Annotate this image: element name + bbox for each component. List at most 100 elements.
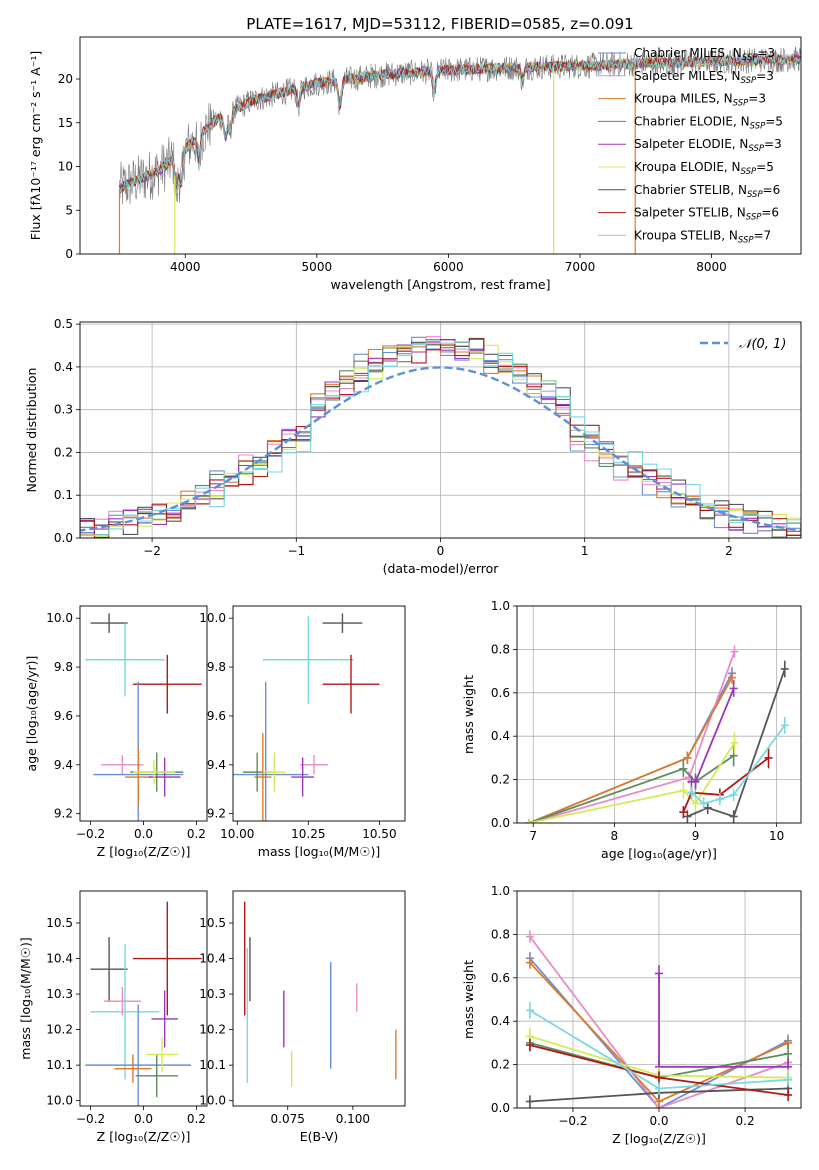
x-tick-label: −2 xyxy=(143,544,161,558)
x-tick-label: 10 xyxy=(769,829,784,843)
y-tick-label: 9.8 xyxy=(207,660,226,674)
y-tick-label: 0.2 xyxy=(491,1058,510,1072)
plot-area-age_vs_mass xyxy=(233,613,380,821)
legend-subscript: SSP xyxy=(741,167,757,177)
series-line xyxy=(691,688,735,783)
legend-nssp: =6 xyxy=(763,183,781,197)
x-tick-label: 4000 xyxy=(170,260,201,274)
legend-label: 𝒩(0, 1) xyxy=(739,337,786,352)
legend-label: Chabrier STELIB, NSSP=6 xyxy=(634,183,780,200)
plot-age_vs_mass: 10.00 10.25 10.50 9.2 9.4 9.6 9.8 10.0 mass [log… xyxy=(199,605,406,859)
y-axis-label: mass weight xyxy=(461,960,476,1039)
legend-nssp: =5 xyxy=(756,160,774,174)
legend-nssp: =6 xyxy=(761,206,779,220)
plot-area-spectrum xyxy=(118,46,801,254)
series-line xyxy=(528,754,735,823)
x-tick-label: 0.100 xyxy=(336,1112,370,1126)
plot-mass_vs_metallicity: −0.2 0.0 0.2 10.0 10.1 10.2 10.3 10.4 10.5 Z [log… xyxy=(18,890,208,1144)
x-tick-label: 0.2 xyxy=(736,1114,755,1128)
x-tick-label: 8000 xyxy=(696,260,727,274)
y-tick-label: 1.0 xyxy=(491,599,510,613)
x-axis-label: (data-model)/error xyxy=(383,561,500,576)
y-tick-label: 10.0 xyxy=(46,611,73,625)
model-spectrum xyxy=(119,53,801,195)
x-tick-label: 1 xyxy=(581,544,589,558)
y-tick-label: 0.4 xyxy=(54,360,73,374)
x-tick-label: 0.0 xyxy=(649,1114,668,1128)
y-axis-label: mass [log₁₀(M/M☉)] xyxy=(18,937,33,1059)
x-axis-label: E(B-V) xyxy=(300,1129,339,1144)
plot-spectrum: 4000 5000 6000 7000 8000 0 5 10 15 20 wavelength [… xyxy=(28,36,802,292)
plot-area-age_vs_metallicity xyxy=(85,613,202,821)
axes-frame xyxy=(232,890,406,1107)
plot-mass_vs_ebv: 0.075 0.100 10.0 10.1 10.2 10.3 10.4 10.5 E(B-V) xyxy=(199,890,406,1144)
histogram-step xyxy=(80,340,801,537)
y-tick-label: 10.2 xyxy=(199,1023,226,1037)
y-tick-label: 10.3 xyxy=(199,987,226,1001)
axes-frame xyxy=(79,321,802,539)
legend-nssp: =5 xyxy=(765,114,783,128)
y-tick-label: 9.4 xyxy=(207,758,226,772)
legend-subscript: SSP xyxy=(733,99,749,109)
legend-label: Chabrier ELODIE, NSSP=5 xyxy=(634,114,783,131)
spectrum-legend: Chabrier MILES, NSSP=3 Salpeter MILES, NS… xyxy=(598,46,783,245)
legend-subscript: SSP xyxy=(747,190,763,200)
plot-area-residual_histogram xyxy=(80,336,801,538)
axes-frame xyxy=(79,890,208,1107)
legend-label: Chabrier MILES, NSSP=3 xyxy=(634,46,775,63)
y-tick-label: 0.6 xyxy=(491,971,510,985)
x-tick-label: 6000 xyxy=(433,260,464,274)
series-line xyxy=(658,973,789,1068)
x-axis-label: age [log₁₀(age/yr)] xyxy=(601,846,717,861)
y-tick-label: 10.1 xyxy=(46,1058,73,1072)
legend-subscript: SSP xyxy=(742,53,758,63)
x-tick-label: 0.0 xyxy=(134,827,153,841)
axes-frame xyxy=(79,36,802,255)
series-line xyxy=(528,651,736,823)
x-tick-label: −0.2 xyxy=(76,827,105,841)
y-axis-label: mass weight xyxy=(461,675,476,754)
legend-subscript: SSP xyxy=(748,144,764,154)
plot-age_vs_metallicity: −0.2 0.0 0.2 9.2 9.4 9.6 9.8 10.0 Z [log₁₀(Z/Z☉)… xyxy=(24,605,208,859)
legend-nssp: =3 xyxy=(764,137,782,151)
x-tick-label: 0.2 xyxy=(187,827,206,841)
x-tick-label: 10.00 xyxy=(220,827,254,841)
y-tick-label: 10.0 xyxy=(199,1094,226,1108)
legend-subscript: SSP xyxy=(738,235,754,245)
x-tick-label: 10.50 xyxy=(362,827,396,841)
y-tick-label: 0.4 xyxy=(491,729,510,743)
y-tick-label: 0.1 xyxy=(54,488,73,502)
y-tick-label: 10.4 xyxy=(46,952,73,966)
figure-title: PLATE=1617, MJD=53112, FIBERID=0585, z=0… xyxy=(246,15,633,33)
x-tick-label: 0.2 xyxy=(187,1112,206,1126)
x-axis-label: Z [log₁₀(Z/Z☉)] xyxy=(612,1131,706,1146)
plot-area-mass_weight_vs_age xyxy=(525,645,789,823)
legend-nssp: =3 xyxy=(756,69,774,83)
legend-nssp: =3 xyxy=(757,46,775,60)
axes-frame xyxy=(79,605,208,822)
y-tick-label: 10.3 xyxy=(46,987,73,1001)
x-tick-label: 7000 xyxy=(565,260,596,274)
y-tick-label: 9.8 xyxy=(54,660,73,674)
y-tick-label: 0.2 xyxy=(54,445,73,459)
y-tick-label: 0.0 xyxy=(54,531,73,545)
x-axis-label: Z [log₁₀(Z/Z☉)] xyxy=(97,844,191,859)
x-tick-label: 7 xyxy=(529,829,537,843)
plot-mass_weight_vs_metallicity: −0.2 0.0 0.2 0.0 0.2 0.4 0.6 0.8 1.0 Z [log₁₀(Z/Z… xyxy=(461,884,802,1146)
x-tick-label: 2 xyxy=(725,544,733,558)
x-tick-label: 0.075 xyxy=(271,1112,305,1126)
legend-label: Kroupa STELIB, NSSP=7 xyxy=(634,228,771,245)
x-tick-label: 8 xyxy=(611,829,619,843)
y-tick-label: 10 xyxy=(58,160,73,174)
plot-area-mass_vs_metallicity xyxy=(85,901,202,1106)
y-tick-label: 0.8 xyxy=(491,642,510,656)
x-axis-label: mass [log₁₀(M/M☉)] xyxy=(258,844,380,859)
y-tick-label: 10.5 xyxy=(199,916,226,930)
legend-nssp: =7 xyxy=(754,228,772,242)
x-tick-label: 10.25 xyxy=(291,827,325,841)
legend-label: Kroupa ELODIE, NSSP=5 xyxy=(634,160,774,177)
y-tick-label: 9.2 xyxy=(54,807,73,821)
x-tick-label: 0 xyxy=(437,544,445,558)
legend-subscript: SSP xyxy=(741,76,757,86)
